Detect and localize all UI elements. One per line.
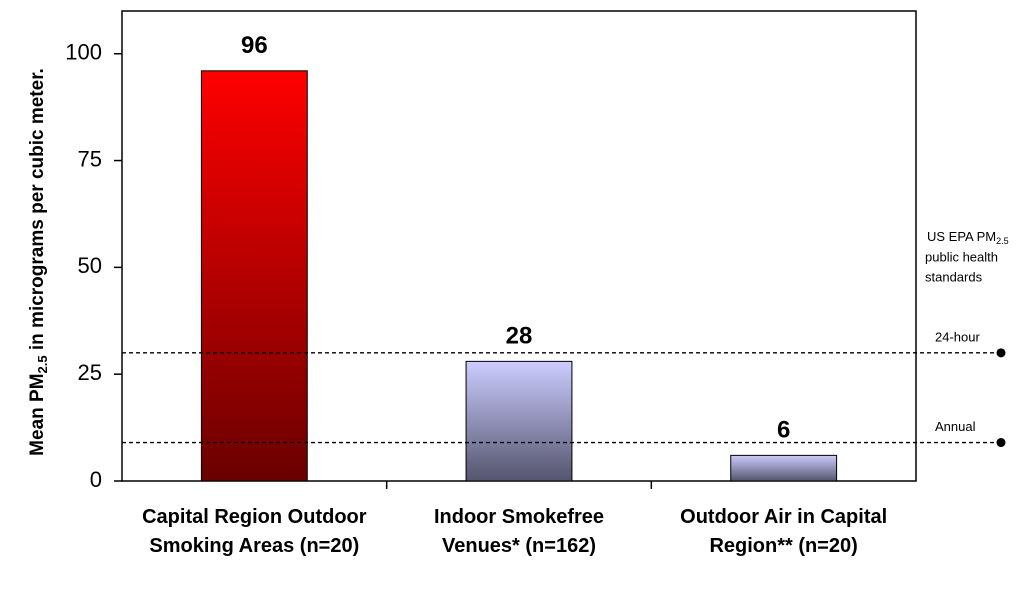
reference-label: 24-hour — [935, 329, 980, 344]
y-axis-label: Mean PM2.5 in micrograms per cubic meter… — [27, 68, 50, 456]
reference-title: public health — [925, 249, 998, 264]
y-tick-label: 50 — [78, 253, 102, 278]
value-label: 6 — [777, 417, 790, 444]
y-tick-label: 75 — [78, 146, 102, 171]
reference-label: Annual — [935, 419, 976, 434]
reference-title: standards — [925, 269, 983, 284]
y-tick-label: 25 — [78, 360, 102, 385]
bar — [200, 70, 308, 482]
bar — [730, 454, 838, 482]
value-label: 96 — [241, 32, 268, 59]
reference-title: US EPA PM2.5 — [927, 229, 1009, 246]
x-tick-label: Indoor Smokefree Venues* (n=162) — [433, 506, 605, 557]
x-tick-label: Capital Region Outdoor Smoking Areas (n=… — [142, 506, 367, 557]
reference-dot — [996, 348, 1006, 358]
y-tick-label: 100 — [65, 40, 102, 65]
value-label: 28 — [506, 323, 533, 350]
bar — [465, 360, 573, 482]
reference-dot — [996, 438, 1006, 448]
x-tick-label: Outdoor Air in Capital Region** (n=20) — [680, 506, 888, 557]
y-tick-label: 0 — [90, 467, 102, 492]
